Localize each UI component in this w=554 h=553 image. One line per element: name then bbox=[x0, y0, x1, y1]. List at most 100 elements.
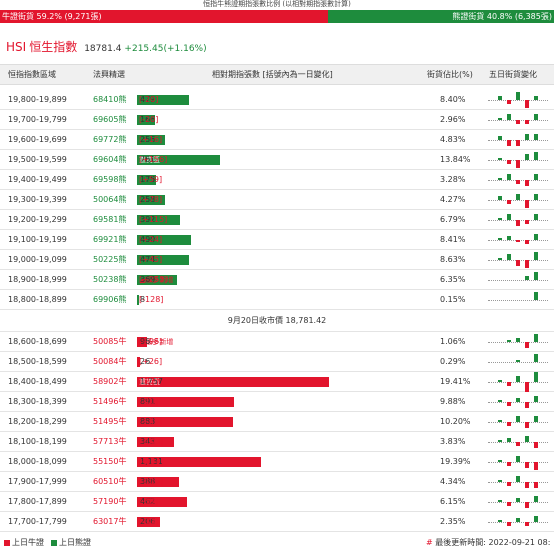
quantity-bar bbox=[137, 295, 139, 305]
sparkline-bar bbox=[534, 482, 538, 488]
sparkline-bar bbox=[516, 92, 520, 100]
sparkline-bar bbox=[516, 476, 520, 482]
sparkline-bar bbox=[534, 134, 538, 140]
quantity-bar-group: ▲最多新增 96 [+96] bbox=[137, 337, 173, 347]
quantity-bar-group: 26 [+26] bbox=[137, 357, 162, 367]
quantity-bar-group: 343 [-103] bbox=[137, 437, 174, 447]
ref-warrant-link[interactable]: 69921熊 bbox=[93, 235, 127, 244]
quantity-bar bbox=[137, 417, 233, 427]
share-percent: 0.15% bbox=[440, 295, 466, 304]
sparkline-baseline bbox=[488, 482, 548, 483]
table-row: 19,400-19,499 69598熊 175 [+59] 3.28% bbox=[0, 170, 554, 190]
sparkline-bar bbox=[498, 480, 502, 482]
five-day-sparkline bbox=[488, 110, 548, 130]
range-cell: 18,200-18,299 bbox=[8, 417, 67, 426]
quantity-delta: [+26] bbox=[139, 357, 163, 366]
col-pct-header: 街貨佔比(%) bbox=[427, 70, 473, 79]
table-row: 18,400-18,499 58902牛 重貨區 1,757 [-22] 19.41% bbox=[0, 372, 554, 392]
ref-warrant-link[interactable]: 63017牛 bbox=[93, 517, 127, 526]
ref-warrant-link[interactable]: 50225熊 bbox=[93, 255, 127, 264]
ref-warrant-link[interactable]: 58902牛 bbox=[93, 377, 127, 386]
five-day-sparkline bbox=[488, 230, 548, 250]
quantity-delta: [+78] bbox=[139, 195, 163, 204]
quantity-delta: [-59] bbox=[139, 497, 159, 506]
ref-warrant-link[interactable]: 69581熊 bbox=[93, 215, 127, 224]
ref-warrant-link[interactable]: 69605熊 bbox=[93, 115, 127, 124]
ref-warrant-link[interactable]: 69598熊 bbox=[93, 175, 127, 184]
ref-warrant-link[interactable]: 50064熊 bbox=[93, 195, 127, 204]
index-change: +215.45(+1.16%) bbox=[124, 44, 207, 54]
ref-warrant-link[interactable]: 51495牛 bbox=[93, 417, 127, 426]
close-price-divider: 9月20日收市價 18,781.42 bbox=[0, 310, 554, 332]
quantity-delta: [+253] bbox=[139, 275, 168, 284]
quantity-value: 761 bbox=[140, 155, 156, 164]
col-spark-header: 五日街貨變化 bbox=[489, 70, 537, 79]
ref-warrant-link[interactable]: 50085牛 bbox=[93, 337, 127, 346]
sparkline-bar bbox=[507, 382, 511, 386]
table-row: 19,200-19,299 69581熊 392 [+115] 6.79% bbox=[0, 210, 554, 230]
five-day-sparkline bbox=[488, 512, 548, 532]
sparkline-baseline bbox=[488, 402, 548, 403]
share-percent: 19.41% bbox=[440, 377, 471, 386]
range-cell: 18,500-18,599 bbox=[8, 357, 67, 366]
ref-warrant-link[interactable]: 50238熊 bbox=[93, 275, 127, 284]
ref-warrant-link[interactable]: 69906熊 bbox=[93, 295, 127, 304]
sparkline-bar bbox=[525, 382, 529, 392]
quantity-bar bbox=[137, 195, 165, 205]
update-text: 最後更新時間: 2022-09-21 08: bbox=[435, 538, 551, 547]
sparkline-bar bbox=[525, 436, 529, 442]
legend: 上日牛證 上日熊證 bbox=[4, 537, 98, 548]
share-percent: 6.79% bbox=[440, 215, 466, 224]
ref-warrant-link[interactable]: 60510牛 bbox=[93, 477, 127, 486]
quantity-delta: [+115] bbox=[139, 215, 168, 224]
legend-bear-swatch bbox=[51, 539, 57, 546]
five-day-sparkline bbox=[488, 150, 548, 170]
quantity-bar: 重貨區 bbox=[137, 155, 220, 165]
quantity-bar bbox=[137, 235, 191, 245]
sparkline-bar bbox=[534, 96, 538, 100]
quantity-bar: 重貨區 bbox=[137, 377, 329, 387]
sparkline-bar bbox=[507, 214, 511, 220]
ref-warrant-link[interactable]: 57190牛 bbox=[93, 497, 127, 506]
quantity-bar bbox=[137, 255, 189, 265]
sparkline-bar bbox=[525, 502, 529, 508]
ref-warrant-link[interactable]: 68410熊 bbox=[93, 95, 127, 104]
sparkline-bar bbox=[516, 398, 520, 402]
sparkline-bar bbox=[534, 442, 538, 448]
sparkline-bar bbox=[498, 238, 502, 240]
share-percent: 4.83% bbox=[440, 135, 466, 144]
bear-share-label: 熊證街貨 40.8% (6,385張) bbox=[327, 10, 554, 23]
bull-bear-ratio-bar: 牛證街貨 59.2% (9,271張) 熊證街貨 40.8% (6,385張) bbox=[0, 10, 554, 23]
five-day-sparkline bbox=[488, 290, 548, 310]
quantity-bar bbox=[137, 357, 140, 367]
table-header: 恒指指數區域 法興精選 相對期指張數 [括號內為一日變化] 街貨佔比(%) 五日… bbox=[0, 64, 554, 85]
sparkline-bar bbox=[507, 200, 511, 204]
sparkline-bar bbox=[516, 456, 520, 462]
quantity-value: 206 bbox=[140, 517, 156, 526]
most-added-tag: ▲最多新增 bbox=[140, 276, 174, 284]
ref-warrant-link[interactable]: 69772熊 bbox=[93, 135, 127, 144]
five-day-sparkline bbox=[488, 250, 548, 270]
legend-bull-swatch bbox=[4, 539, 10, 546]
sparkline-bar bbox=[498, 400, 502, 402]
quantity-value: 883 bbox=[140, 417, 156, 426]
sparkline-bar bbox=[507, 340, 511, 342]
sparkline-bar bbox=[525, 200, 529, 208]
quantity-delta: [-103] bbox=[139, 437, 164, 446]
ref-warrant-link[interactable]: 50084牛 bbox=[93, 357, 127, 366]
quantity-value: 392 bbox=[140, 215, 156, 224]
quantity-bar-group: 479 [-20] bbox=[137, 95, 189, 105]
sparkline-bar bbox=[534, 272, 538, 280]
ref-warrant-link[interactable]: 69604熊 bbox=[93, 155, 127, 164]
sparkline-baseline bbox=[488, 362, 548, 363]
ref-warrant-link[interactable]: 51496牛 bbox=[93, 397, 127, 406]
sparkline-baseline bbox=[488, 100, 548, 101]
quantity-bar-group: 883 [+49] bbox=[137, 417, 233, 427]
quantity-delta: [+49] bbox=[139, 417, 163, 426]
sparkline-bar bbox=[507, 502, 511, 506]
range-cell: 18,000-18,099 bbox=[8, 457, 67, 466]
sparkline-bar bbox=[507, 402, 511, 406]
ref-warrant-link[interactable]: 55150牛 bbox=[93, 457, 127, 466]
quantity-delta: [+96] bbox=[139, 337, 163, 346]
ref-warrant-link[interactable]: 57713牛 bbox=[93, 437, 127, 446]
